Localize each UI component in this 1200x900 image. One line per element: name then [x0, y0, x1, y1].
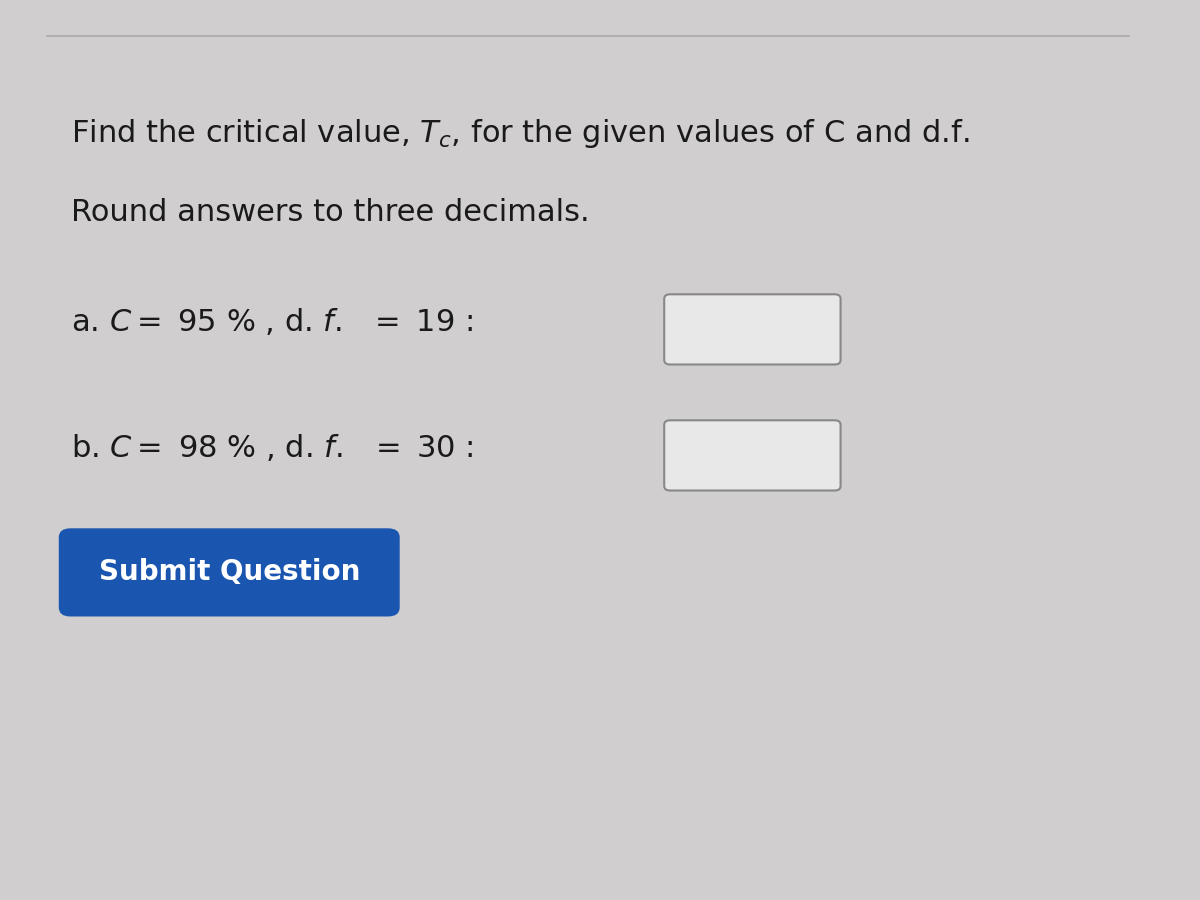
Text: Submit Question: Submit Question — [98, 558, 360, 587]
Text: Round answers to three decimals.: Round answers to three decimals. — [71, 198, 589, 227]
FancyBboxPatch shape — [59, 528, 400, 616]
FancyBboxPatch shape — [665, 294, 840, 364]
FancyBboxPatch shape — [665, 420, 840, 490]
Text: b. $C = $ 98 % , d. $f.$  $= $ 30 :: b. $C = $ 98 % , d. $f.$ $= $ 30 : — [71, 432, 473, 463]
Text: a. $C = $ 95 % , d. $f.$  $= $ 19 :: a. $C = $ 95 % , d. $f.$ $= $ 19 : — [71, 306, 473, 337]
Text: Find the critical value, $T_c$, for the given values of C and d.f.: Find the critical value, $T_c$, for the … — [71, 117, 970, 150]
